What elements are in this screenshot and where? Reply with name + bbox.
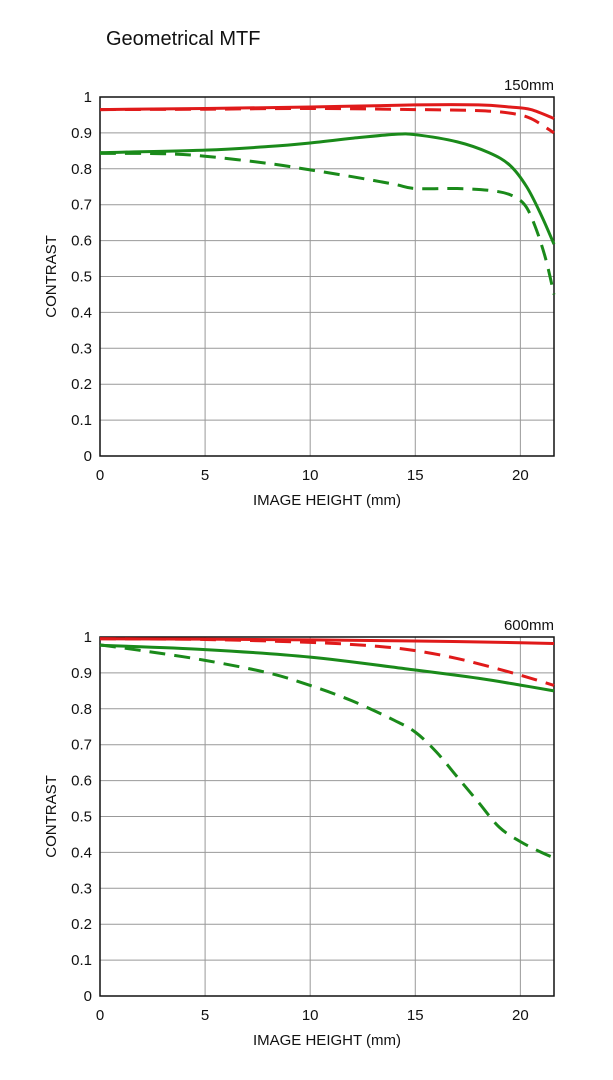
plot-frame bbox=[99, 636, 555, 997]
y-tick-label: 0.4 bbox=[71, 304, 92, 321]
green-solid-mtf-line bbox=[99, 643, 555, 693]
y-tick-label: 0.1 bbox=[71, 412, 92, 429]
y-tick-label: 0.4 bbox=[71, 844, 92, 861]
y-tick-label: 0 bbox=[84, 448, 92, 465]
red-dashed-mtf-line bbox=[99, 106, 555, 135]
y-tick-label: 1 bbox=[84, 629, 92, 646]
red-dashed-mtf-line bbox=[99, 637, 555, 687]
y-tick-label: 0 bbox=[84, 988, 92, 1005]
x-tick-label: 5 bbox=[201, 467, 209, 484]
y-tick-label: 0.9 bbox=[71, 125, 92, 142]
y-tick-label: 0.2 bbox=[71, 916, 92, 933]
x-tick-label: 0 bbox=[96, 467, 104, 484]
green-dashed-mtf-line bbox=[99, 151, 556, 295]
plot-frame bbox=[99, 96, 555, 457]
x-tick-label: 0 bbox=[96, 1007, 104, 1024]
y-tick-label: 0.7 bbox=[71, 737, 92, 754]
y-tick-label: 0.8 bbox=[71, 701, 92, 718]
y-tick-label: 0.9 bbox=[71, 665, 92, 682]
x-tick-label: 10 bbox=[302, 1007, 319, 1024]
y-tick-label: 1 bbox=[84, 89, 92, 106]
x-axis-label: IMAGE HEIGHT (mm) bbox=[253, 1032, 401, 1049]
y-tick-label: 0.5 bbox=[71, 269, 92, 286]
y-tick-label: 0.8 bbox=[71, 161, 92, 178]
x-tick-label: 20 bbox=[512, 467, 529, 484]
x-tick-label: 20 bbox=[512, 1007, 529, 1024]
page-title: Geometrical MTF bbox=[106, 28, 261, 50]
y-tick-label: 0.5 bbox=[71, 809, 92, 826]
x-axis-label: IMAGE HEIGHT (mm) bbox=[253, 492, 401, 509]
y-tick-label: 0.6 bbox=[71, 773, 92, 790]
mtf-chart-600mm: 00.10.20.30.40.50.60.70.80.910 5 10 15 20IMA… bbox=[43, 617, 555, 1049]
y-tick-label: 0.2 bbox=[71, 376, 92, 393]
focal-length-label: 600mm bbox=[504, 617, 554, 634]
y-tick-label: 0.3 bbox=[71, 880, 92, 897]
y-tick-label: 0.6 bbox=[71, 233, 92, 250]
y-axis-label: CONTRAST bbox=[43, 235, 60, 318]
y-tick-label: 0.7 bbox=[71, 197, 92, 214]
x-tick-label: 10 bbox=[302, 467, 319, 484]
x-tick-label: 15 bbox=[407, 1007, 424, 1024]
x-tick-label: 5 bbox=[201, 1007, 209, 1024]
y-axis-label: CONTRAST bbox=[43, 775, 60, 858]
mtf-chart-150mm: 00.10.20.30.40.50.60.70.80.910 5 10 15 20IMA… bbox=[43, 77, 556, 509]
focal-length-label: 150mm bbox=[504, 77, 554, 94]
x-tick-label: 15 bbox=[407, 467, 424, 484]
green-solid-mtf-line bbox=[99, 132, 556, 245]
y-tick-label: 0.3 bbox=[71, 340, 92, 357]
y-tick-label: 0.1 bbox=[71, 952, 92, 969]
green-dashed-mtf-line bbox=[99, 643, 555, 860]
